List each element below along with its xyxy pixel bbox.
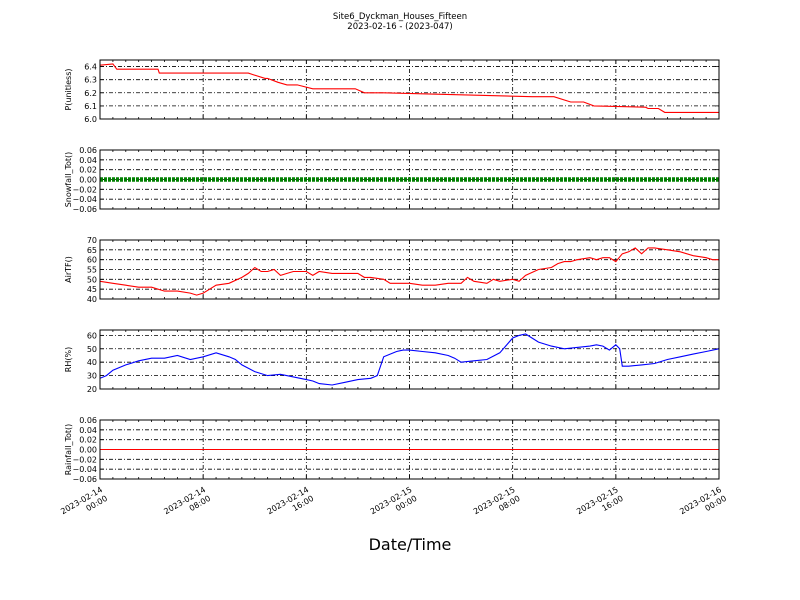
- chart-title: Site6_Dyckman_Houses_Fifteen: [333, 12, 467, 22]
- series-line: [100, 63, 719, 113]
- y-tick-label: 0.06: [79, 146, 97, 155]
- axes-frame: [99, 149, 720, 210]
- y-tick-label: −0.02: [72, 455, 97, 464]
- y-tick-label: 50: [87, 345, 97, 354]
- y-tick-label: 0.02: [79, 166, 97, 175]
- y-axis-label: RH(%): [64, 347, 73, 372]
- y-axis-label: P(unitless): [64, 68, 73, 110]
- panel-5: −0.06−0.04−0.020.000.020.040.06 Rainfall_…: [64, 416, 720, 484]
- y-tick-label: 0.06: [79, 416, 97, 425]
- y-tick-label: 0.04: [79, 426, 97, 435]
- x-tick-label: 2023-02-1516:00: [575, 485, 625, 525]
- panel-4: 20 30 40 50 60 RH(%): [64, 329, 720, 394]
- axes-frame: [99, 239, 720, 300]
- y-tick-label: −0.04: [72, 195, 97, 204]
- y-tick-label: 6.4: [84, 63, 97, 72]
- y-tick-label: 6.0: [84, 115, 97, 124]
- series-line: [100, 247, 719, 296]
- y-tick-label: 20: [87, 385, 97, 394]
- x-axis-label: Date/Time: [369, 535, 452, 554]
- y-tick-label: 60: [87, 256, 97, 265]
- y-axis-label: AirTF(): [64, 256, 73, 283]
- y-tick-label: 0.02: [79, 436, 97, 445]
- chart-subtitle: 2023-02-16 - (2023-047): [347, 22, 452, 32]
- y-tick-label: 0.04: [79, 156, 97, 165]
- x-tick-label: 2023-02-1508:00: [472, 485, 522, 525]
- y-tick-label: 65: [87, 246, 97, 255]
- panel-2: −0.06−0.04−0.020.000.020.040.06 Snowfall_…: [64, 146, 720, 214]
- series-line: [100, 333, 719, 386]
- panels: 6.06.16.26.36.4P(unitless)−0.06−0.04−0.0…: [64, 59, 720, 484]
- y-tick-label: −0.06: [72, 475, 97, 484]
- y-tick-label: 0.00: [79, 176, 97, 185]
- y-tick-label: 45: [87, 285, 97, 294]
- axes-frame: [99, 419, 720, 480]
- y-tick-label: 6.2: [84, 89, 97, 98]
- y-tick-label: 6.3: [84, 76, 97, 85]
- x-tick-label: 2023-02-1500:00: [369, 485, 419, 525]
- y-tick-label: 0.00: [79, 446, 97, 455]
- x-tick-label: 2023-02-1416:00: [266, 485, 316, 525]
- axes-frame: [99, 329, 720, 390]
- y-tick-label: 70: [87, 236, 97, 245]
- y-tick-label: −0.06: [72, 205, 97, 214]
- y-tick-label: 40: [87, 295, 97, 304]
- y-tick-label: 60: [87, 331, 97, 340]
- y-axis-label: Rainfall_Tot(): [64, 424, 73, 476]
- panel-1: 6.0 6.1 6.2 6.3 6.4 P(unitless): [64, 59, 720, 124]
- y-tick-label: 55: [87, 266, 97, 275]
- y-axis-label: Snowfall_Tot(): [64, 152, 73, 208]
- axes-frame: [99, 59, 720, 120]
- x-tick-label: 2023-02-1400:00: [59, 485, 109, 525]
- y-tick-label: −0.02: [72, 185, 97, 194]
- y-tick-label: −0.04: [72, 465, 97, 474]
- y-tick-label: 30: [87, 372, 97, 381]
- x-tick-label: 2023-02-1600:00: [678, 485, 728, 525]
- x-tick-label: 2023-02-1408:00: [162, 485, 212, 525]
- y-tick-label: 6.1: [84, 102, 97, 111]
- x-tick-labels: 2023-02-1400:00 2023-02-1408:00 2023-02-14…: [59, 485, 728, 525]
- y-tick-label: 50: [87, 275, 97, 284]
- y-tick-label: 40: [87, 358, 97, 367]
